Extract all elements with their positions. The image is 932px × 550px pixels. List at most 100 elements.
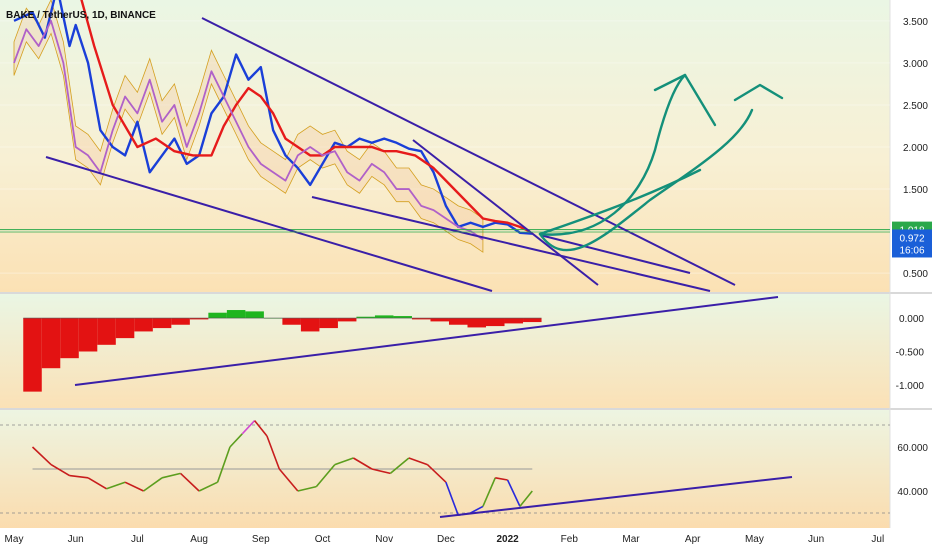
arrow-drawing[interactable] (538, 168, 702, 236)
price-pane-bg (0, 0, 890, 292)
rsi-segment[interactable] (371, 468, 391, 475)
oscillator-bar[interactable] (393, 316, 412, 319)
oscillator-bar[interactable] (41, 318, 61, 369)
trend-line[interactable] (539, 234, 691, 274)
time-tick-label: Mar (622, 534, 640, 545)
rsi-segment[interactable] (334, 457, 354, 466)
rsi-segment[interactable] (143, 477, 163, 492)
price-tick-label: 0.500 (903, 269, 928, 280)
rsi-segment[interactable] (506, 479, 521, 507)
rsi-segment[interactable] (408, 457, 428, 466)
price-pane[interactable] (0, 0, 890, 274)
rsi-segment[interactable] (426, 464, 447, 483)
time-tick-label: Jul (131, 534, 144, 545)
rsi-segment[interactable] (495, 477, 508, 481)
oscillator-bar[interactable] (282, 318, 301, 325)
price-tick-label: 1.500 (903, 185, 928, 196)
oscillator-bar[interactable] (115, 318, 135, 339)
rsi-segment[interactable] (50, 463, 70, 477)
rsi-segment[interactable] (445, 481, 459, 516)
rsi-segment[interactable] (352, 457, 373, 470)
price-axis-bg[interactable] (890, 0, 932, 528)
trend-line[interactable] (311, 196, 711, 292)
time-tick-label: Sep (252, 534, 270, 545)
rsi-segment[interactable] (389, 457, 410, 475)
rsi-segment[interactable] (106, 481, 126, 490)
time-tick-label: Jun (68, 534, 84, 545)
rsi-segment[interactable] (161, 472, 181, 479)
time-tick-label: Aug (190, 534, 208, 545)
oscillator-bar[interactable] (319, 318, 338, 329)
rsi-segment[interactable] (315, 464, 336, 488)
ichimoku-cloud (13, 0, 484, 253)
time-tick-label: 2022 (496, 534, 519, 545)
trend-line[interactable] (412, 139, 599, 286)
time-axis-bg[interactable] (0, 528, 932, 550)
time-tick-label: May (5, 534, 24, 545)
oscillator-bar[interactable] (189, 318, 209, 320)
trend-line[interactable] (439, 476, 793, 518)
rsi-segment[interactable] (241, 420, 256, 435)
rsi-segment[interactable] (69, 474, 89, 479)
time-tick-label: Apr (685, 534, 701, 545)
time-tick-label: Nov (375, 534, 393, 545)
rsi-segment[interactable] (519, 490, 533, 507)
arrow-drawing[interactable] (538, 108, 754, 252)
rsi-segment[interactable] (124, 481, 144, 492)
rsi-segment[interactable] (254, 420, 268, 437)
oscillator-bar[interactable] (374, 315, 394, 319)
oscillator-bar[interactable] (448, 318, 468, 325)
oscillator-bar[interactable] (208, 312, 227, 319)
oscillator-bar[interactable] (245, 311, 264, 319)
oscillator-bar[interactable] (523, 318, 542, 323)
rsi-segment[interactable] (229, 433, 243, 448)
oscillator-pane-bg (0, 294, 890, 408)
rsi-segment[interactable] (470, 505, 484, 514)
arrow-drawing[interactable] (733, 83, 784, 102)
rsi-segment[interactable] (87, 477, 107, 490)
oscillator-bar[interactable] (430, 318, 449, 322)
current-price-tag (892, 229, 932, 258)
rsi-tick-label: 40.000 (897, 487, 928, 498)
oscillator-bar[interactable] (78, 318, 98, 352)
price-tick-label: 2.500 (903, 101, 928, 112)
oscillator-bar[interactable] (23, 318, 42, 392)
rsi-segment[interactable] (216, 446, 231, 483)
arrow-drawing[interactable] (653, 73, 717, 127)
time-tick-label: Oct (315, 534, 331, 545)
rsi-segment[interactable] (198, 481, 218, 492)
oscillator-bar[interactable] (97, 318, 116, 345)
rsi-segment[interactable] (297, 485, 317, 492)
oscillator-bar[interactable] (171, 318, 190, 325)
oscillator-tick-label: 0.000 (899, 314, 924, 325)
trend-line[interactable] (201, 17, 736, 286)
time-tick-label: May (745, 534, 764, 545)
oscillator-bar[interactable] (337, 318, 357, 322)
arrow-drawing[interactable] (538, 73, 687, 236)
oscillator-bar[interactable] (486, 318, 505, 327)
oscillator-bar[interactable] (226, 310, 246, 319)
rsi-segment[interactable] (180, 472, 200, 492)
rsi-tick-label: 60.000 (897, 443, 928, 454)
oscillator-bar[interactable] (152, 318, 172, 329)
kijun-line[interactable] (76, 0, 530, 233)
oscillator-bar[interactable] (60, 318, 79, 359)
lagging-span-line[interactable] (13, 19, 484, 241)
price-tick-label: 3.500 (903, 17, 928, 28)
oscillator-bar[interactable] (300, 318, 320, 332)
trend-line[interactable] (45, 156, 493, 292)
rsi-segment[interactable] (278, 468, 299, 492)
rsi-segment[interactable] (266, 435, 281, 470)
oscillator-tick-label: -0.500 (896, 348, 925, 359)
oscillator-bar[interactable] (411, 318, 431, 320)
drawings[interactable] (0, 17, 890, 518)
rsi-segment[interactable] (31, 446, 52, 466)
oscillator-bar[interactable] (467, 318, 487, 328)
oscillator-pane[interactable] (23, 310, 542, 392)
oscillator-bar[interactable] (134, 318, 153, 332)
oscillator-bar[interactable] (356, 316, 375, 319)
trend-line[interactable] (74, 296, 779, 386)
rsi-segment[interactable] (482, 477, 496, 507)
oscillator-bar[interactable] (504, 318, 524, 324)
